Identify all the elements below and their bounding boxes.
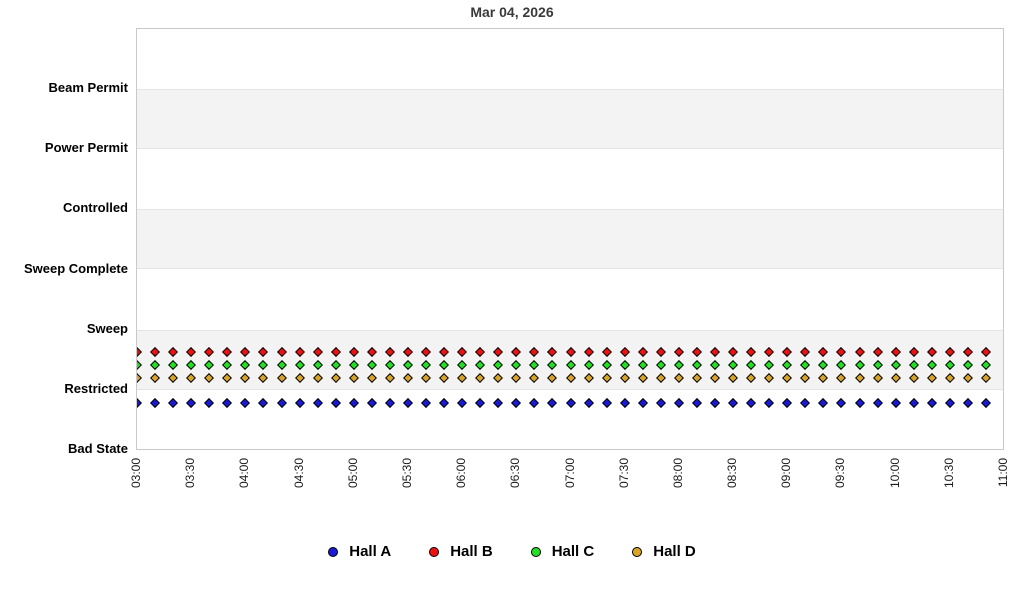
- data-point: [818, 397, 829, 408]
- data-point: [890, 397, 901, 408]
- data-point: [529, 397, 540, 408]
- legend-marker-icon: [632, 546, 643, 557]
- legend: Hall A Hall B Hall C Hall D: [0, 543, 1024, 560]
- data-point: [782, 397, 793, 408]
- data-point: [402, 397, 413, 408]
- x-axis-label: 10:30: [941, 458, 956, 489]
- legend-label: Hall D: [653, 543, 696, 560]
- x-axis-label: 11:00: [996, 458, 1010, 488]
- data-point: [944, 397, 955, 408]
- x-axis-label: 06:00: [454, 458, 469, 489]
- y-axis-label: Sweep: [86, 320, 128, 336]
- data-point: [294, 397, 305, 408]
- x-axis-label: 10:00: [887, 458, 902, 489]
- x-axis-label: 08:00: [670, 458, 685, 489]
- data-point: [637, 397, 648, 408]
- data-point: [258, 397, 269, 408]
- y-axis-label: Restricted: [64, 380, 128, 396]
- y-axis-label: Power Permit: [44, 140, 128, 156]
- data-point: [547, 397, 558, 408]
- x-axis-label: 09:00: [779, 458, 794, 489]
- legend-item-hall-c[interactable]: Hall C: [530, 543, 595, 560]
- x-axis-label: 05:00: [345, 458, 360, 489]
- legend-item-hall-d[interactable]: Hall D: [632, 543, 696, 560]
- x-axis-label: 09:30: [833, 458, 848, 489]
- data-point: [475, 397, 486, 408]
- data-point: [240, 397, 251, 408]
- x-axis-label: 04:30: [291, 458, 306, 489]
- x-axis-label: 06:30: [508, 458, 523, 489]
- data-point: [222, 397, 233, 408]
- legend-label: Hall A: [349, 543, 392, 560]
- data-point: [137, 397, 142, 408]
- data-point: [673, 397, 684, 408]
- data-point: [746, 397, 757, 408]
- data-point: [710, 397, 720, 408]
- data-point: [204, 397, 215, 408]
- data-point: [908, 397, 919, 408]
- x-axis-label: 03:30: [183, 458, 198, 489]
- chart-title: Mar 04, 2026: [470, 4, 554, 20]
- data-point: [764, 397, 775, 408]
- data-point: [150, 397, 161, 408]
- legend-item-hall-b[interactable]: Hall B: [429, 543, 493, 560]
- data-point: [168, 397, 179, 408]
- grid-band: [137, 89, 1003, 150]
- data-point: [655, 397, 666, 408]
- plot-area: [136, 28, 1004, 450]
- data-point: [728, 397, 739, 408]
- data-point: [800, 397, 811, 408]
- data-point: [457, 397, 468, 408]
- legend-label: Hall B: [450, 543, 493, 560]
- data-point: [872, 397, 883, 408]
- data-point: [348, 397, 359, 408]
- data-point: [384, 397, 395, 408]
- y-axis-label: Beam Permit: [48, 80, 128, 95]
- y-axis-label: Controlled: [63, 200, 128, 216]
- data-point: [276, 397, 287, 408]
- x-axis-label: 08:30: [725, 458, 740, 489]
- x-axis-label: 03:00: [129, 458, 143, 489]
- data-point: [836, 397, 847, 408]
- data-point: [312, 397, 323, 408]
- legend-item-hall-a[interactable]: Hall A: [328, 543, 391, 560]
- data-point: [926, 397, 937, 408]
- x-axis-label: 04:00: [237, 458, 252, 489]
- data-point: [439, 397, 450, 408]
- data-point: [421, 397, 431, 408]
- data-point: [186, 397, 197, 408]
- data-point: [980, 397, 991, 408]
- legend-marker-icon: [328, 546, 339, 557]
- legend-label: Hall C: [551, 543, 595, 560]
- data-point: [854, 397, 865, 408]
- data-point: [565, 397, 576, 408]
- data-point: [366, 397, 377, 408]
- x-axis-label: 05:30: [399, 458, 414, 489]
- legend-marker-icon: [530, 546, 541, 557]
- data-point: [583, 397, 594, 408]
- y-axis-label: Sweep Complete: [23, 260, 128, 276]
- data-point: [619, 397, 630, 408]
- grid-band: [137, 209, 1003, 270]
- data-point: [511, 397, 522, 408]
- data-point: [691, 397, 702, 408]
- data-point: [493, 397, 504, 408]
- y-axis-label: Bad State: [68, 441, 128, 456]
- x-axis-label: 07:30: [616, 458, 631, 489]
- data-point: [330, 397, 341, 408]
- data-point: [962, 397, 973, 408]
- legend-marker-icon: [429, 546, 440, 557]
- data-point: [601, 397, 612, 408]
- x-axis-label: 07:00: [562, 458, 577, 489]
